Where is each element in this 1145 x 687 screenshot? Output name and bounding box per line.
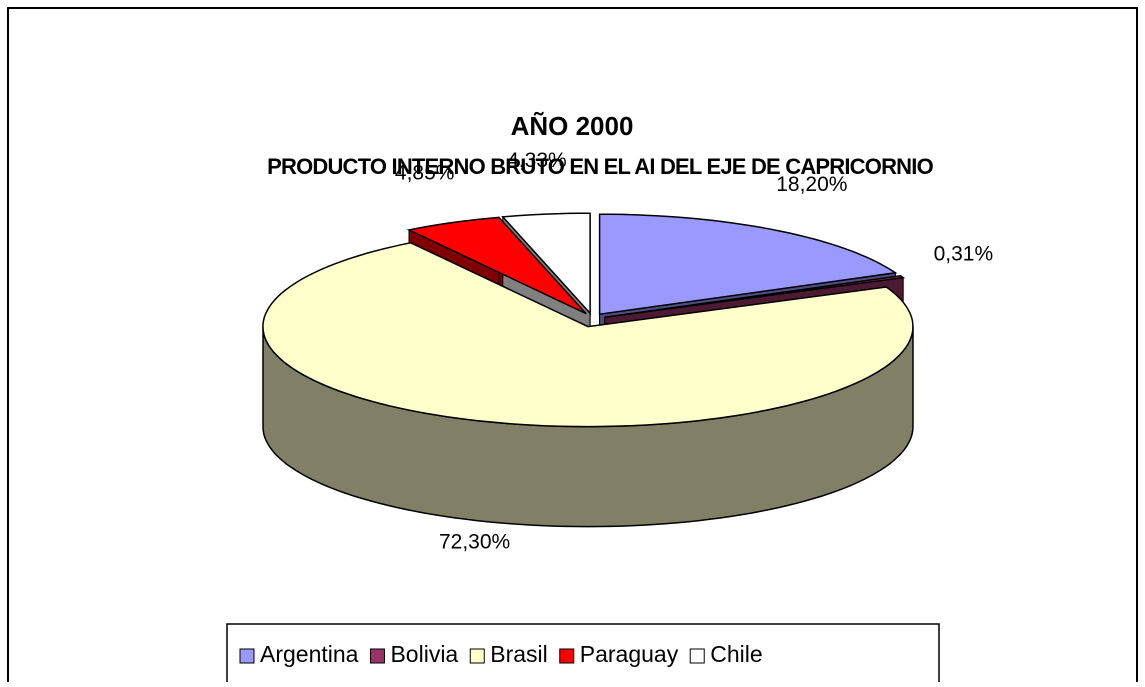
legend-swatch — [239, 648, 255, 664]
data-label: 0,31% — [934, 243, 994, 266]
legend-swatch — [689, 648, 705, 664]
slice — [598, 213, 898, 316]
legend-label: Bolivia — [390, 641, 458, 667]
legend-swatch — [469, 648, 485, 664]
slice — [604, 275, 906, 318]
legend-swatch — [369, 648, 385, 664]
legend-label: Chile — [710, 641, 762, 667]
legend-label: Paraguay — [580, 641, 679, 667]
data-label: 4,33% — [507, 149, 567, 172]
data-label: 72,30% — [439, 531, 510, 554]
slice — [262, 242, 914, 428]
legend-label: Argentina — [260, 641, 359, 667]
legend-label: Brasil — [490, 641, 548, 667]
slice — [501, 212, 591, 316]
pie-tops — [262, 212, 914, 428]
data-label: 18,20% — [776, 173, 847, 196]
chart-subtitle: PRODUCTO INTERNO BRUTO EN EL AI DEL EJE … — [267, 154, 933, 179]
legend-swatch — [559, 648, 575, 664]
slice — [406, 216, 587, 315]
chart-title: AÑO 2000 — [511, 111, 634, 141]
data-label: 4,85% — [395, 162, 455, 185]
legend-box — [226, 623, 940, 687]
